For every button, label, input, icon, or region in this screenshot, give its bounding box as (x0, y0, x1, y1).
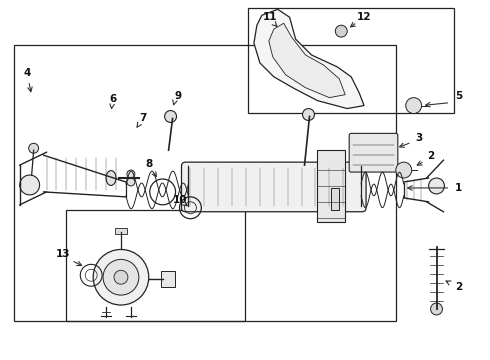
Polygon shape (269, 23, 345, 98)
Circle shape (335, 25, 347, 37)
FancyBboxPatch shape (349, 133, 398, 172)
Bar (318, 150, 345, 222)
Text: 11: 11 (263, 12, 277, 22)
Circle shape (396, 162, 412, 178)
Circle shape (165, 111, 176, 122)
Bar (248, 8, 454, 113)
Text: 13: 13 (56, 249, 71, 260)
Circle shape (406, 98, 421, 113)
Ellipse shape (106, 171, 116, 185)
Text: 4: 4 (23, 68, 30, 78)
Bar (66, 210, 245, 321)
Text: 7: 7 (139, 113, 147, 123)
Text: 2: 2 (427, 151, 434, 161)
Circle shape (302, 109, 315, 121)
Circle shape (103, 260, 139, 295)
Circle shape (127, 178, 135, 186)
Bar (331, 188, 339, 210)
Text: 1: 1 (455, 183, 462, 193)
Text: 10: 10 (173, 195, 188, 205)
Text: 8: 8 (145, 159, 152, 169)
Text: 6: 6 (109, 94, 117, 104)
Text: 5: 5 (455, 91, 462, 101)
Bar (14, 45, 396, 321)
Text: 12: 12 (357, 12, 371, 22)
Circle shape (431, 303, 442, 315)
Circle shape (29, 143, 39, 153)
Bar (115, 228, 127, 234)
Polygon shape (254, 9, 364, 109)
Bar (161, 271, 174, 287)
Text: 3: 3 (415, 133, 422, 143)
Circle shape (20, 175, 40, 195)
Circle shape (127, 170, 135, 178)
Circle shape (429, 178, 444, 194)
Circle shape (114, 270, 128, 284)
Text: 9: 9 (175, 91, 182, 101)
Circle shape (93, 249, 149, 305)
Text: 2: 2 (455, 282, 462, 292)
FancyBboxPatch shape (181, 162, 366, 212)
